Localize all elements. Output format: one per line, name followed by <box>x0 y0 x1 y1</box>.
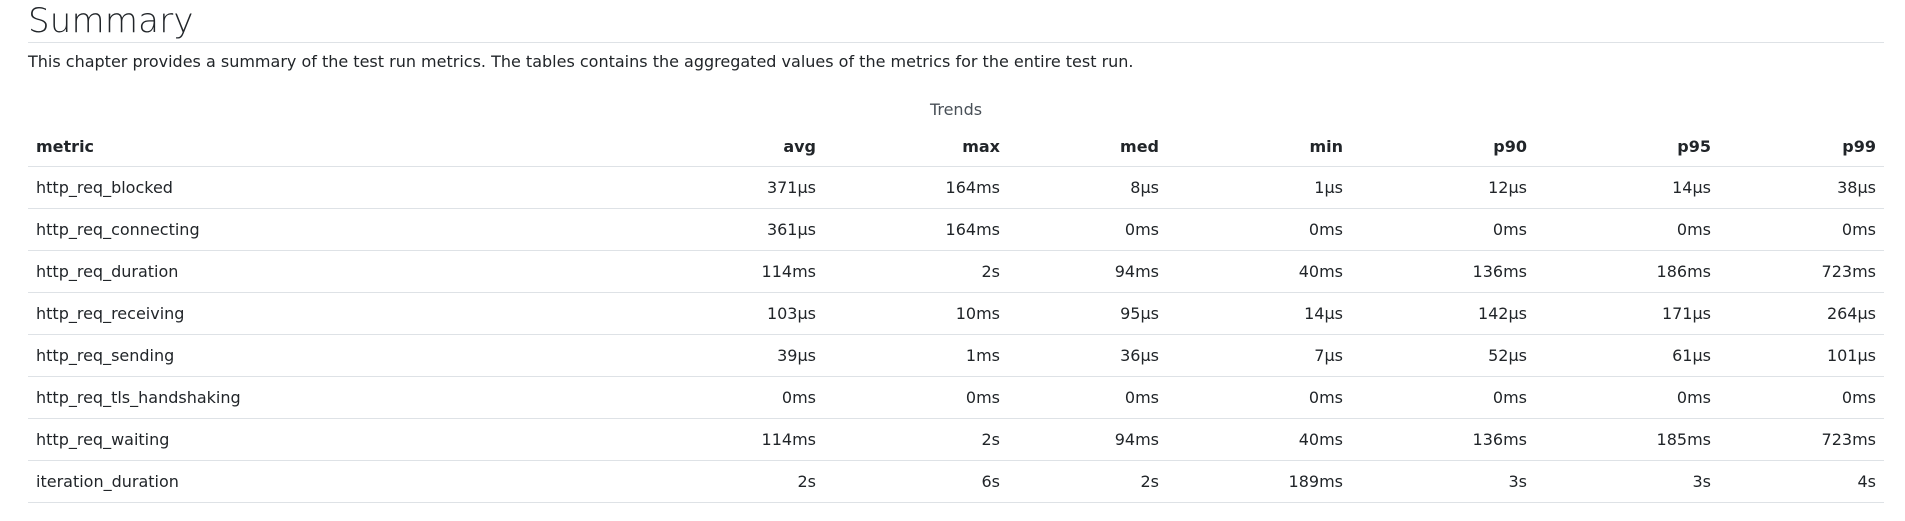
summary-intro: This chapter provides a summary of the t… <box>28 52 1134 71</box>
cell-avg: 0ms <box>640 376 824 419</box>
cell-avg: 114ms <box>640 250 824 293</box>
cell-med: 8µs <box>1008 166 1167 209</box>
cell-min: 0ms <box>1167 208 1351 251</box>
metric-name: iteration_duration <box>28 460 640 503</box>
cell-p99: 723ms <box>1719 418 1884 461</box>
cell-avg: 103µs <box>640 292 824 335</box>
cell-avg: 371µs <box>640 166 824 209</box>
cell-med: 36µs <box>1008 334 1167 377</box>
cell-p99: 0ms <box>1719 376 1884 419</box>
cell-p90: 142µs <box>1351 292 1535 335</box>
cell-min: 14µs <box>1167 292 1351 335</box>
cell-max: 0ms <box>824 376 1008 419</box>
page-title: Summary <box>28 1 194 41</box>
cell-med: 94ms <box>1008 250 1167 293</box>
cell-max: 164ms <box>824 166 1008 209</box>
cell-med: 95µs <box>1008 292 1167 335</box>
cell-p90: 0ms <box>1351 208 1535 251</box>
cell-p99: 264µs <box>1719 292 1884 335</box>
cell-p95: 186ms <box>1535 250 1719 293</box>
metric-name: http_req_connecting <box>28 208 640 251</box>
trends-table: metric avg max med min p90 p95 p99 http_… <box>28 127 1884 503</box>
cell-p95: 14µs <box>1535 166 1719 209</box>
table-row: http_req_tls_handshaking 0ms 0ms 0ms 0ms… <box>28 376 1884 419</box>
cell-avg: 361µs <box>640 208 824 251</box>
cell-p99: 4s <box>1719 460 1884 503</box>
summary-section: Summary This chapter provides a summary … <box>28 0 1884 503</box>
cell-max: 164ms <box>824 208 1008 251</box>
cell-min: 40ms <box>1167 418 1351 461</box>
cell-p90: 52µs <box>1351 334 1535 377</box>
cell-max: 1ms <box>824 334 1008 377</box>
column-header-avg: avg <box>640 127 824 167</box>
table-row: http_req_waiting 114ms 2s 94ms 40ms 136m… <box>28 418 1884 461</box>
cell-min: 40ms <box>1167 250 1351 293</box>
column-header-p95: p95 <box>1535 127 1719 167</box>
metric-name: http_req_receiving <box>28 292 640 335</box>
table-row: http_req_blocked 371µs 164ms 8µs 1µs 12µ… <box>28 166 1884 209</box>
table-header-row: metric avg max med min p90 p95 p99 <box>28 127 1884 167</box>
column-header-p90: p90 <box>1351 127 1535 167</box>
metric-name: http_req_waiting <box>28 418 640 461</box>
cell-min: 1µs <box>1167 166 1351 209</box>
column-header-med: med <box>1008 127 1167 167</box>
cell-med: 94ms <box>1008 418 1167 461</box>
metric-name: http_req_blocked <box>28 166 640 209</box>
metric-name: http_req_tls_handshaking <box>28 376 640 419</box>
title-divider <box>28 42 1884 43</box>
cell-max: 2s <box>824 418 1008 461</box>
cell-p99: 723ms <box>1719 250 1884 293</box>
cell-max: 10ms <box>824 292 1008 335</box>
trends-caption: Trends <box>929 100 983 119</box>
cell-max: 2s <box>824 250 1008 293</box>
cell-p99: 0ms <box>1719 208 1884 251</box>
metric-name: http_req_sending <box>28 334 640 377</box>
cell-min: 189ms <box>1167 460 1351 503</box>
column-header-max: max <box>824 127 1008 167</box>
cell-med: 0ms <box>1008 208 1167 251</box>
column-header-p99: p99 <box>1719 127 1884 167</box>
table-row: http_req_sending 39µs 1ms 36µs 7µs 52µs … <box>28 334 1884 377</box>
cell-avg: 114ms <box>640 418 824 461</box>
cell-p95: 0ms <box>1535 208 1719 251</box>
table-row: http_req_duration 114ms 2s 94ms 40ms 136… <box>28 250 1884 293</box>
table-row: iteration_duration 2s 6s 2s 189ms 3s 3s … <box>28 460 1884 503</box>
table-row: http_req_receiving 103µs 10ms 95µs 14µs … <box>28 292 1884 335</box>
cell-max: 6s <box>824 460 1008 503</box>
cell-p95: 3s <box>1535 460 1719 503</box>
cell-p99: 38µs <box>1719 166 1884 209</box>
cell-p90: 136ms <box>1351 418 1535 461</box>
cell-min: 0ms <box>1167 376 1351 419</box>
cell-avg: 2s <box>640 460 824 503</box>
cell-p90: 12µs <box>1351 166 1535 209</box>
cell-p95: 0ms <box>1535 376 1719 419</box>
cell-p90: 136ms <box>1351 250 1535 293</box>
cell-p99: 101µs <box>1719 334 1884 377</box>
table-row: http_req_connecting 361µs 164ms 0ms 0ms … <box>28 208 1884 251</box>
cell-p95: 185ms <box>1535 418 1719 461</box>
cell-p95: 61µs <box>1535 334 1719 377</box>
cell-med: 0ms <box>1008 376 1167 419</box>
cell-med: 2s <box>1008 460 1167 503</box>
column-header-min: min <box>1167 127 1351 167</box>
cell-p90: 0ms <box>1351 376 1535 419</box>
column-header-metric: metric <box>28 127 640 167</box>
cell-avg: 39µs <box>640 334 824 377</box>
cell-p90: 3s <box>1351 460 1535 503</box>
metric-name: http_req_duration <box>28 250 640 293</box>
cell-min: 7µs <box>1167 334 1351 377</box>
cell-p95: 171µs <box>1535 292 1719 335</box>
